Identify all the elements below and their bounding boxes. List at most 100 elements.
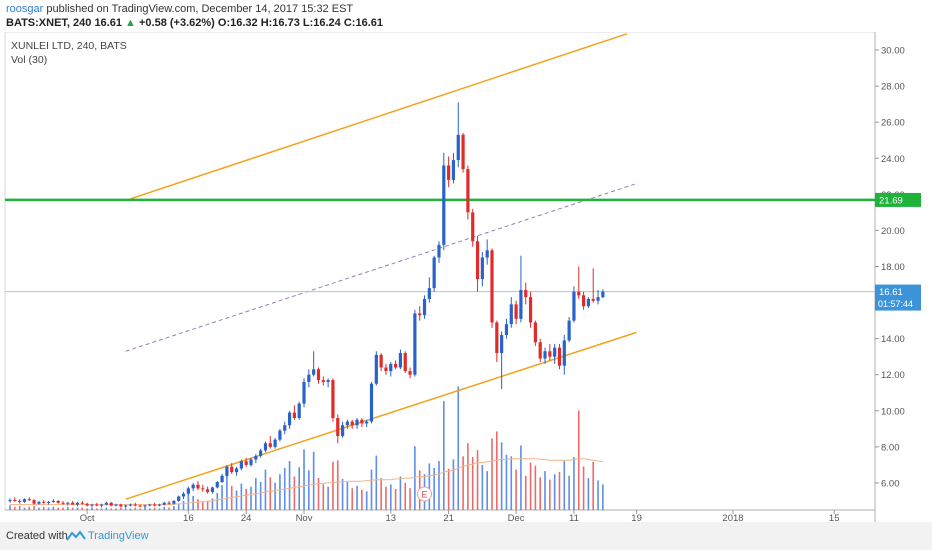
volume-bar	[361, 489, 363, 510]
volume-bar	[42, 506, 45, 510]
candle-body	[389, 363, 393, 372]
volume-bar	[534, 465, 537, 510]
candle-body	[500, 335, 504, 354]
volume-bar	[206, 500, 209, 510]
volume-bar	[351, 488, 354, 510]
volume-bar	[539, 477, 541, 510]
candle-body	[71, 502, 75, 505]
candle-body	[447, 165, 451, 180]
publish-line: roosgar published on TradingView.com, De…	[6, 3, 353, 15]
channel-upper-line	[130, 33, 628, 200]
candle-body	[601, 291, 605, 298]
volume-bar	[95, 508, 98, 510]
chart-area[interactable]: 6.008.0010.0012.0014.0016.0018.0020.0022…	[0, 31, 932, 524]
volume-bar	[380, 478, 382, 510]
volume-bar	[476, 450, 479, 510]
volume-bar	[197, 499, 199, 510]
candle-body	[567, 320, 571, 341]
volume-bar	[587, 478, 590, 510]
candle-body	[239, 461, 243, 469]
candle-body	[278, 430, 282, 440]
y-tick-label: 26.00	[881, 118, 905, 129]
volume-bar	[336, 460, 339, 510]
candle-body	[422, 298, 427, 316]
candle-body	[80, 502, 84, 504]
candle-body	[557, 347, 562, 366]
candle-body	[596, 297, 600, 301]
earnings-event-label: E	[422, 490, 428, 500]
candle-body	[225, 466, 229, 476]
candle-body	[172, 500, 176, 504]
candle-body	[119, 504, 123, 507]
candle-body	[259, 450, 263, 456]
volume-bar	[428, 463, 431, 510]
volume-bar	[312, 451, 315, 510]
volume-bar	[62, 507, 64, 510]
candle-body	[104, 502, 108, 505]
volume-bar	[274, 482, 276, 510]
candle-body	[143, 505, 147, 507]
candle-body	[379, 354, 383, 368]
volume-bar	[105, 507, 108, 510]
candle-body	[138, 505, 142, 507]
candle-body	[153, 504, 157, 506]
x-tick-label: 11	[569, 513, 579, 522]
tradingview-brand-link[interactable]: TradingView	[88, 530, 149, 542]
candle-body	[495, 322, 499, 354]
candle-body	[394, 363, 398, 368]
volume-bar	[91, 507, 93, 510]
candle-body	[442, 165, 446, 245]
candle-body	[581, 295, 586, 307]
candle-body	[181, 493, 186, 497]
volume-bar	[520, 445, 522, 510]
candle-body	[485, 250, 489, 258]
candle-body	[572, 291, 576, 321]
y-tick-label: 8.00	[881, 442, 900, 453]
volume-bar	[264, 469, 267, 510]
volume-bar	[182, 500, 185, 510]
volume-bar	[592, 461, 595, 510]
candle-body	[538, 342, 542, 359]
published-text: published on TradingView.com, December 1…	[46, 3, 354, 15]
volume-bar	[491, 438, 493, 510]
candle-body	[432, 257, 436, 289]
volume-bar	[221, 485, 223, 510]
author-link[interactable]: roosgar	[6, 3, 44, 15]
candle-body	[22, 499, 27, 502]
volume-bar	[303, 449, 305, 510]
volume-bar	[124, 508, 127, 510]
volume-bar	[235, 490, 238, 510]
candle-body	[254, 455, 258, 460]
x-tick-label: 19	[631, 513, 642, 522]
candle-body	[403, 353, 407, 372]
candle-body	[427, 288, 431, 299]
volume-bar	[71, 507, 74, 510]
candle-body	[437, 244, 441, 258]
candle-body	[345, 421, 349, 426]
candle-body	[591, 298, 595, 301]
earnings-event-icon	[417, 486, 433, 502]
candle-body	[56, 500, 60, 503]
volume-bar	[409, 488, 411, 510]
volume-bar	[240, 483, 243, 510]
candle-body	[360, 419, 364, 424]
y-tick-label: 28.00	[881, 82, 905, 93]
volume-bar	[139, 508, 141, 510]
candle-body	[413, 313, 417, 375]
candle-body	[548, 351, 552, 357]
candle-body	[230, 466, 234, 473]
volume-bar	[481, 464, 484, 510]
price-chart[interactable]: 6.008.0010.0012.0014.0016.0018.0020.0022…	[0, 31, 932, 524]
volume-bar	[67, 506, 69, 510]
volume-bar	[298, 467, 300, 510]
support-price-label: 21.69	[879, 195, 903, 206]
volume-bar	[168, 507, 170, 510]
volume-bar	[365, 491, 368, 510]
x-tick-label: 21	[443, 513, 454, 522]
candle-body	[51, 500, 55, 502]
volume-bar	[443, 401, 445, 510]
candle-body	[461, 134, 465, 170]
volume-bar	[414, 446, 416, 510]
candle-body	[504, 324, 509, 336]
volume-bar	[18, 506, 21, 510]
